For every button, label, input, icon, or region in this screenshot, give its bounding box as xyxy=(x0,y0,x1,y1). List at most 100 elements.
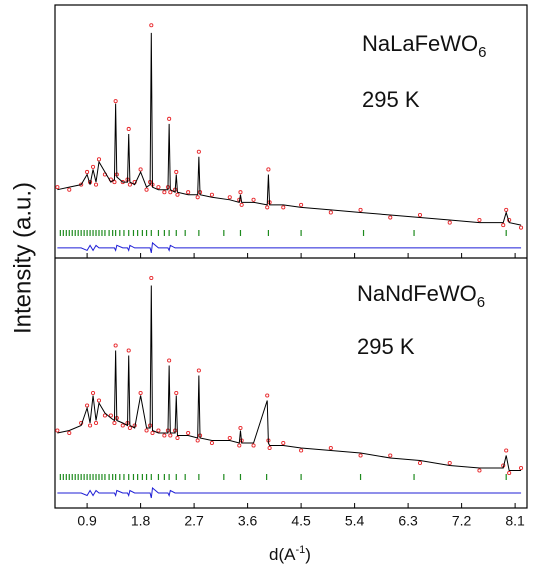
observed-point xyxy=(186,190,191,195)
observed-point xyxy=(501,223,506,228)
observed-point xyxy=(477,468,482,473)
observed-point xyxy=(175,435,180,441)
y-axis-label: Intensity (a.u.) xyxy=(9,182,36,334)
observed-point xyxy=(209,192,214,197)
observed-point xyxy=(156,428,161,433)
observed-point xyxy=(417,460,423,466)
observed-point xyxy=(195,438,200,443)
difference-line xyxy=(57,487,522,499)
x-tick-label: 5.4 xyxy=(345,513,365,529)
observed-point xyxy=(93,420,99,426)
compound-subscript: 6 xyxy=(478,44,486,61)
observed-point xyxy=(168,433,173,438)
observed-point xyxy=(96,157,102,162)
observed-point xyxy=(388,453,393,458)
observed-point xyxy=(156,185,161,190)
observed-point xyxy=(447,460,452,466)
observed-point xyxy=(102,413,107,418)
observed-point xyxy=(239,202,244,207)
observed-point xyxy=(113,343,118,348)
observed-point xyxy=(358,207,363,212)
x-axis-label: d(A-1) xyxy=(269,544,311,565)
plot-frame xyxy=(54,4,528,509)
observed-point xyxy=(238,190,243,195)
temperature-label: 295 K xyxy=(362,87,420,112)
x-tick-label: 0.9 xyxy=(77,513,97,529)
observed-point xyxy=(265,393,270,398)
calculated-line xyxy=(57,285,522,471)
observed-point xyxy=(150,430,155,436)
observed-point xyxy=(196,368,201,373)
observed-point xyxy=(299,202,304,207)
x-label-sup: -1 xyxy=(296,544,306,556)
observed-point xyxy=(477,217,482,223)
observed-point xyxy=(167,358,172,363)
x-label-main: d(A xyxy=(269,545,296,564)
difference-line xyxy=(57,241,522,254)
x-tick-label: 6.3 xyxy=(398,513,418,529)
observed-point xyxy=(88,423,93,428)
compound-name: NaLaFeWO xyxy=(362,31,478,56)
x-tick-label: 7.2 xyxy=(452,513,472,529)
observed-point xyxy=(138,167,143,172)
observed-point xyxy=(85,169,90,175)
observed-point xyxy=(127,182,132,187)
x-tick-label: 8.1 xyxy=(505,513,525,529)
observed-point xyxy=(251,197,256,202)
observed-point xyxy=(126,126,131,132)
observed-point xyxy=(162,433,167,438)
observed-point xyxy=(195,195,200,200)
compound-name: NaNdFeWO xyxy=(357,281,477,306)
observed-point xyxy=(281,440,286,446)
observed-point xyxy=(144,428,149,433)
observed-point xyxy=(238,425,243,431)
observed-point xyxy=(96,398,102,403)
observed-point xyxy=(519,465,524,471)
x-tick-label: 3.6 xyxy=(238,513,258,529)
observed-point xyxy=(388,215,393,220)
observed-point xyxy=(227,435,232,441)
observed-point xyxy=(55,185,60,190)
observed-point xyxy=(138,390,143,396)
observed-point xyxy=(127,425,132,431)
compound-subscript: 6 xyxy=(477,294,485,311)
observed-point xyxy=(55,428,60,433)
observed-point xyxy=(168,190,173,195)
observed-point xyxy=(112,180,117,185)
observed-point xyxy=(265,205,270,210)
observed-point xyxy=(67,430,72,436)
observed-point xyxy=(167,116,172,121)
observed-point xyxy=(417,212,423,218)
observed-point xyxy=(67,187,72,192)
observed-point xyxy=(162,190,167,195)
observed-point xyxy=(186,430,191,436)
observed-point xyxy=(174,390,179,396)
observed-point xyxy=(90,390,96,396)
observed-point xyxy=(507,470,512,476)
observed-point xyxy=(174,169,179,175)
calculated-line xyxy=(57,32,522,226)
observed-point xyxy=(108,413,113,418)
observed-point xyxy=(504,448,509,453)
observed-point xyxy=(227,195,232,200)
observed-point xyxy=(519,225,524,230)
observed-point xyxy=(328,445,333,451)
observed-point xyxy=(251,443,256,448)
observed-point xyxy=(266,167,271,172)
observed-point xyxy=(237,443,242,448)
x-tick-label: 4.5 xyxy=(291,513,311,529)
x-tick-label: 1.8 xyxy=(131,513,151,529)
temperature-label: 295 K xyxy=(357,334,415,359)
observed-point xyxy=(299,448,304,453)
observed-point xyxy=(267,445,272,451)
observed-point xyxy=(93,182,99,187)
x-tick-label: 2.7 xyxy=(184,513,204,529)
compound-label: NaLaFeWO6 xyxy=(362,31,487,62)
observed-point xyxy=(149,275,154,281)
observed-point xyxy=(209,440,214,446)
x-label-end: ) xyxy=(305,545,311,564)
observed-point xyxy=(126,348,131,353)
observed-point xyxy=(196,149,201,154)
observed-point xyxy=(281,205,286,210)
